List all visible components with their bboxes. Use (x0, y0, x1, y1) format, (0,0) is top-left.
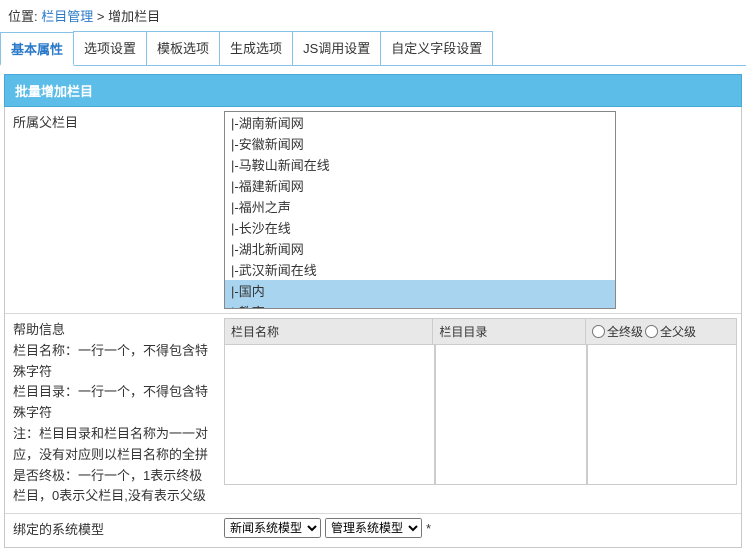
listbox-item[interactable]: |-福建新闻网 (225, 175, 615, 196)
listbox-item[interactable]: |-国内 (225, 280, 615, 301)
parent-category-listbox[interactable]: |-湖南新闻网|-安徽新闻网|-马鞍山新闻在线|-福建新闻网|-福州之声|-长沙… (224, 111, 616, 309)
listbox-item[interactable]: |-福州之声 (225, 196, 615, 217)
listbox-item[interactable]: |-马鞍山新闻在线 (225, 154, 615, 175)
col-dir-header: 栏目目录 (433, 319, 586, 344)
listbox-item[interactable]: |-教育 (225, 301, 615, 309)
tab[interactable]: 基本属性 (0, 32, 74, 66)
radio-all-parent[interactable] (645, 325, 658, 338)
col-name-header: 栏目名称 (225, 319, 433, 344)
required-star: * (426, 521, 431, 536)
help-line: 栏目目录：一行一个，不得包含特殊字符 (13, 382, 212, 424)
help-line: 栏目名称：一行一个，不得包含特殊字符 (13, 341, 212, 383)
listbox-item[interactable]: |-湖北新闻网 (225, 238, 615, 259)
tab[interactable]: JS调用设置 (292, 31, 381, 65)
listbox-item[interactable]: |-湖南新闻网 (225, 112, 615, 133)
section-header: 批量增加栏目 (4, 74, 742, 107)
parent-category-label: 所属父栏目 (5, 107, 220, 313)
model-label: 绑定的系统模型 (5, 514, 220, 547)
columns-header: 栏目名称 栏目目录 全终级 全父级 (224, 318, 737, 345)
form-area: 所属父栏目 |-湖南新闻网|-安徽新闻网|-马鞍山新闻在线|-福建新闻网|-福州… (4, 107, 742, 548)
help-title: 帮助信息 (13, 320, 212, 341)
breadcrumb-current: 增加栏目 (108, 9, 160, 24)
radio-all-final[interactable] (592, 325, 605, 338)
category-name-textarea[interactable] (224, 345, 435, 485)
breadcrumb-sep: > (97, 9, 105, 24)
model-select-2[interactable]: 管理系统模型 (325, 518, 422, 538)
model-select-1[interactable]: 新闻系统模型 (224, 518, 321, 538)
breadcrumb-link[interactable]: 栏目管理 (41, 9, 93, 24)
help-line: 注：栏目目录和栏目名称为一一对应，没有对应则以栏目名称的全拼 (13, 424, 212, 466)
listbox-item[interactable]: |-长沙在线 (225, 217, 615, 238)
help-line: 是否终极：一行一个，1表示终极栏目，0表示父栏目,没有表示父级 (13, 466, 212, 508)
help-info: 帮助信息 栏目名称：一行一个，不得包含特殊字符 栏目目录：一行一个，不得包含特殊… (5, 314, 220, 513)
listbox-item[interactable]: |-安徽新闻网 (225, 133, 615, 154)
tabs: 基本属性选项设置模板选项生成选项JS调用设置自定义字段设置 (0, 31, 746, 66)
category-level-textarea[interactable] (587, 345, 737, 485)
tab[interactable]: 自定义字段设置 (380, 31, 493, 65)
tab[interactable]: 选项设置 (73, 31, 147, 65)
radio-all-parent-label: 全父级 (660, 323, 696, 340)
tab[interactable]: 模板选项 (146, 31, 220, 65)
breadcrumb-label: 位置: (8, 9, 38, 24)
category-dir-textarea[interactable] (435, 345, 587, 485)
radio-all-final-label: 全终级 (607, 323, 643, 340)
listbox-item[interactable]: |-武汉新闻在线 (225, 259, 615, 280)
breadcrumb: 位置: 栏目管理 > 增加栏目 (0, 0, 746, 31)
tab[interactable]: 生成选项 (219, 31, 293, 65)
